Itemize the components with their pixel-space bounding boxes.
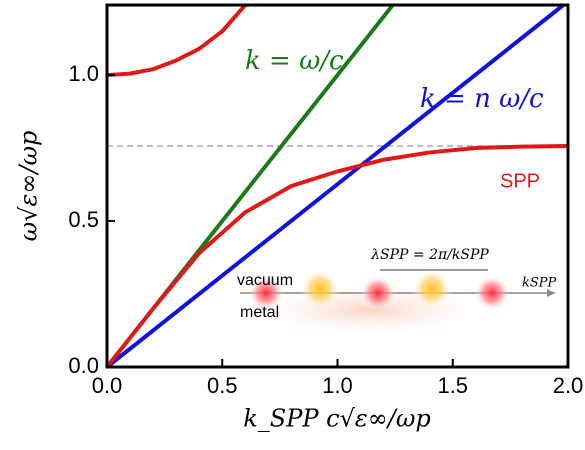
curve xyxy=(105,3,565,369)
inset xyxy=(240,269,555,338)
curve xyxy=(106,3,247,78)
x-tick-label: 1.5 xyxy=(437,373,468,398)
annotation: k = ω/c xyxy=(245,46,344,76)
annotation: k = n ω/c xyxy=(420,84,544,114)
field-spot xyxy=(412,269,452,309)
y-axis-label: ω√ε∞/ωp xyxy=(15,131,43,242)
annotation: vacuum xyxy=(237,272,293,289)
curve xyxy=(105,144,569,369)
x-axis-label: k_SPP c√ε∞/ωp xyxy=(243,405,431,433)
arrow-head xyxy=(547,289,555,297)
field-spot xyxy=(300,269,340,309)
x-tick-label: 2.0 xyxy=(553,373,584,398)
annotation: kSPP xyxy=(522,276,557,291)
y-tick-label: 1.0 xyxy=(68,61,99,86)
x-tick-label: 0.0 xyxy=(92,373,123,398)
annotation: λSPP = 2π/kSPP xyxy=(370,247,489,263)
y-tick-label: 0.0 xyxy=(68,353,99,378)
field-spot xyxy=(248,275,284,311)
field-spot xyxy=(474,275,510,311)
x-tick-label: 1.0 xyxy=(322,373,353,398)
x-tick-label: 0.5 xyxy=(207,373,238,398)
annotation: metal xyxy=(240,304,279,321)
annotation: SPP xyxy=(500,170,540,192)
field-spot xyxy=(360,275,396,311)
y-tick-label: 0.5 xyxy=(68,207,99,232)
